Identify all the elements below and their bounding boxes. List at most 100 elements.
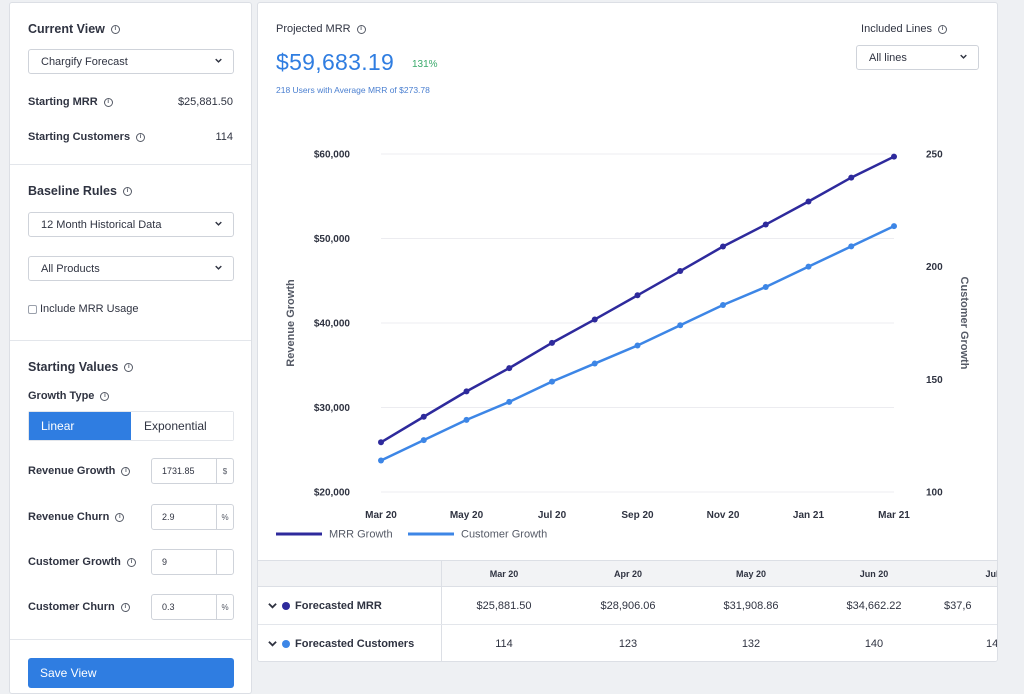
table-row-label: Forecasted MRR xyxy=(258,587,442,624)
info-icon[interactable]: i xyxy=(136,132,146,142)
projected-mrr-percent: 131% xyxy=(412,59,438,70)
revenue-growth-input[interactable]: 1731.85 $ xyxy=(151,458,234,484)
table-row-label: Forecasted Customers xyxy=(258,625,442,661)
data-point xyxy=(549,378,555,385)
y-tick-label: $60,000 xyxy=(314,150,351,161)
table-col-header: Mar 20 xyxy=(489,568,519,579)
data-point xyxy=(420,413,427,420)
table-cell: 140 xyxy=(864,637,884,650)
starting-values-title: Starting Values i xyxy=(28,360,134,374)
data-point xyxy=(891,223,897,230)
table-cell: $37,6 xyxy=(944,599,972,612)
y-tick-label: $20,000 xyxy=(314,488,351,499)
info-icon[interactable]: i xyxy=(110,24,120,34)
growth-type-toggle: Linear Exponential xyxy=(28,411,234,441)
data-point xyxy=(549,339,555,346)
divider xyxy=(10,340,251,341)
chevron-down-icon[interactable] xyxy=(268,639,277,648)
y-right-tick-label: 100 xyxy=(926,488,943,499)
data-point xyxy=(848,174,855,181)
x-tick-label: Mar 21 xyxy=(878,510,910,521)
projected-mrr-value: $59,683.19 xyxy=(276,49,395,75)
x-tick-label: Mar 20 xyxy=(365,510,397,521)
current-view-title: Current View i xyxy=(28,22,120,36)
data-point xyxy=(762,221,769,228)
info-icon[interactable]: i xyxy=(103,97,113,107)
data-point xyxy=(805,198,812,205)
forecast-main-panel: Projected MRR i $59,683.19 131% 218 User… xyxy=(257,2,998,662)
info-icon[interactable]: i xyxy=(124,362,134,372)
table-cell: $34,662.22 xyxy=(846,599,902,612)
forecast-table-header: Mar 20 Apr 20 May 20 Jun 20 Jul xyxy=(258,560,998,587)
table-cell: 132 xyxy=(741,637,761,650)
chevron-down-icon[interactable] xyxy=(268,601,277,610)
data-point xyxy=(506,365,513,372)
starting-customers-label: Starting Customers i xyxy=(28,131,146,143)
include-mrr-usage-row: Include MRR Usage xyxy=(28,303,138,315)
historical-data-select[interactable]: 12 Month Historical Data xyxy=(28,212,234,237)
included-lines-select[interactable]: All lines xyxy=(856,45,979,70)
data-point xyxy=(634,292,641,299)
table-cell: $31,908.86 xyxy=(723,599,779,612)
data-point xyxy=(506,398,513,405)
growth-type-label: Growth Type i xyxy=(28,390,110,402)
forecast-line-chart: $60,000 $50,000 $40,000 $30,000 $20,000 250 20… xyxy=(276,150,970,541)
divider xyxy=(10,164,251,165)
data-point xyxy=(420,437,427,444)
y-right-tick-label: 150 xyxy=(926,375,943,386)
growth-linear-button[interactable]: Linear xyxy=(29,412,131,440)
x-tick-label: May 20 xyxy=(450,510,484,521)
starting-mrr-label: Starting MRR i xyxy=(28,96,113,108)
info-icon[interactable]: i xyxy=(121,466,131,476)
info-icon[interactable]: i xyxy=(356,24,366,34)
projected-mrr-subtitle: 218 Users with Average MRR of $273.78 xyxy=(276,85,430,95)
customer-churn-input[interactable]: 0.3 % xyxy=(151,594,234,620)
current-view-select[interactable]: Chargify Forecast xyxy=(28,49,234,74)
customer-growth-input[interactable]: 9 xyxy=(151,549,234,575)
forecast-settings-panel: Current View i Chargify Forecast Startin… xyxy=(9,2,252,694)
x-tick-label: Nov 20 xyxy=(707,510,740,521)
divider xyxy=(10,639,251,640)
series-dot-icon xyxy=(282,639,290,648)
save-view-button[interactable]: Save View xyxy=(28,658,234,688)
table-col-header: Jun 20 xyxy=(859,568,889,579)
series-line-mrr-growth xyxy=(380,155,895,444)
table-col-header: Apr 20 xyxy=(613,568,642,579)
info-icon[interactable]: i xyxy=(115,512,125,522)
table-row-forecasted-mrr: Forecasted MRR $25,881.50 $28,906.06 $31… xyxy=(258,587,997,625)
info-icon[interactable]: i xyxy=(122,186,132,196)
products-select[interactable]: All Products xyxy=(28,256,234,281)
x-tick-label: Jul 20 xyxy=(538,510,567,521)
info-icon[interactable]: i xyxy=(126,557,136,567)
info-icon[interactable]: i xyxy=(120,602,130,612)
table-col-header: Jul xyxy=(985,568,998,579)
customer-churn-label: Customer Churn i xyxy=(28,601,130,613)
chevron-down-icon xyxy=(960,54,967,59)
data-point xyxy=(378,457,384,464)
projected-mrr-label: Projected MRR i xyxy=(276,23,366,35)
include-mrr-usage-checkbox[interactable] xyxy=(28,304,37,314)
revenue-growth-label: Revenue Growth i xyxy=(28,465,131,477)
baseline-rules-title: Baseline Rules i xyxy=(28,184,132,198)
data-point xyxy=(720,243,726,250)
revenue-churn-input[interactable]: 2.9 % xyxy=(151,504,234,530)
data-point xyxy=(891,153,897,160)
starting-mrr-value: $25,881.50 xyxy=(177,96,233,108)
data-point xyxy=(378,439,384,446)
info-icon[interactable]: i xyxy=(938,24,947,34)
table-row-forecasted-customers: Forecasted Customers 114 123 132 140 14 xyxy=(258,625,998,661)
y-right-tick-label: 200 xyxy=(926,262,943,273)
series-dot-icon xyxy=(282,601,290,610)
growth-exponential-button[interactable]: Exponential xyxy=(131,412,233,440)
data-point xyxy=(591,316,598,323)
data-point xyxy=(677,322,684,329)
info-icon[interactable]: i xyxy=(100,391,110,401)
table-cell: 14 xyxy=(986,637,998,650)
x-tick-label: Sep 20 xyxy=(621,510,654,521)
y-tick-label: $50,000 xyxy=(314,234,351,245)
y-tick-label: $30,000 xyxy=(314,403,351,414)
customer-growth-label: Customer Growth i xyxy=(28,556,136,568)
table-col-header: May 20 xyxy=(735,568,767,579)
table-header-label-cell xyxy=(258,561,442,586)
revenue-churn-label: Revenue Churn i xyxy=(28,511,125,523)
